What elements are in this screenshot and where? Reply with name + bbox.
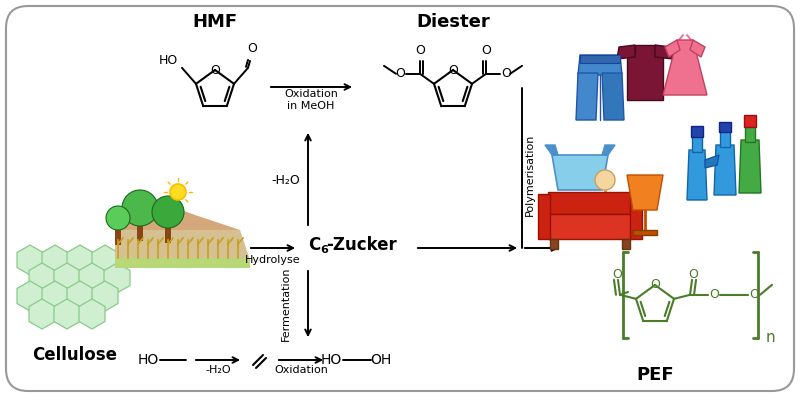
Text: O: O	[612, 268, 622, 281]
Polygon shape	[578, 55, 622, 75]
Polygon shape	[92, 281, 118, 311]
Polygon shape	[67, 281, 93, 311]
Bar	[692, 135, 702, 152]
FancyBboxPatch shape	[6, 6, 794, 391]
Text: O: O	[395, 67, 405, 80]
Bar	[719, 122, 731, 132]
Circle shape	[152, 196, 184, 228]
Polygon shape	[104, 263, 130, 293]
Text: Diester: Diester	[416, 13, 490, 31]
Polygon shape	[602, 145, 615, 155]
Circle shape	[106, 206, 130, 230]
Polygon shape	[576, 73, 598, 120]
Bar	[550, 239, 558, 249]
Polygon shape	[17, 245, 43, 275]
Text: OH: OH	[370, 353, 392, 367]
Polygon shape	[17, 281, 43, 311]
Polygon shape	[665, 40, 680, 57]
Text: Polymerisation: Polymerisation	[525, 134, 535, 216]
Bar	[630, 194, 642, 239]
Bar	[720, 130, 730, 147]
Text: Cellulose: Cellulose	[33, 346, 118, 364]
Polygon shape	[687, 150, 707, 200]
Polygon shape	[92, 245, 118, 275]
Text: -H₂O: -H₂O	[205, 365, 231, 375]
Bar	[580, 55, 620, 63]
Circle shape	[122, 190, 158, 226]
Polygon shape	[42, 245, 68, 275]
Bar	[745, 125, 755, 142]
Text: n: n	[766, 330, 776, 345]
Circle shape	[595, 170, 615, 190]
Polygon shape	[79, 299, 105, 329]
Polygon shape	[627, 175, 663, 210]
Text: O: O	[688, 268, 698, 281]
Polygon shape	[42, 281, 68, 311]
Polygon shape	[115, 200, 240, 230]
Polygon shape	[627, 45, 663, 100]
Polygon shape	[67, 245, 93, 275]
Text: Fermentation: Fermentation	[281, 267, 291, 341]
Polygon shape	[739, 140, 761, 193]
Bar	[538, 194, 550, 239]
Polygon shape	[115, 230, 121, 245]
Text: C: C	[308, 236, 320, 254]
Polygon shape	[137, 226, 143, 241]
Text: 6: 6	[320, 245, 328, 255]
Text: O: O	[210, 64, 220, 77]
Text: -Zucker: -Zucker	[326, 236, 397, 254]
Text: O: O	[448, 64, 458, 77]
Polygon shape	[690, 40, 705, 57]
Text: HO: HO	[320, 353, 342, 367]
Polygon shape	[705, 155, 719, 168]
Polygon shape	[29, 299, 55, 329]
Text: O: O	[709, 288, 719, 301]
Bar	[633, 230, 657, 235]
Polygon shape	[552, 155, 608, 190]
Circle shape	[170, 184, 186, 200]
Text: O: O	[650, 279, 660, 291]
Polygon shape	[29, 263, 55, 293]
Text: Oxidation: Oxidation	[274, 365, 328, 375]
Text: O: O	[749, 288, 759, 301]
Text: PEF: PEF	[636, 366, 674, 384]
Polygon shape	[115, 230, 250, 260]
Text: O: O	[247, 42, 257, 55]
Polygon shape	[115, 258, 250, 268]
Bar	[622, 239, 630, 249]
Polygon shape	[714, 145, 736, 195]
Bar	[691, 126, 703, 137]
Text: Oxidation
in MeOH: Oxidation in MeOH	[284, 89, 338, 111]
Bar	[548, 214, 632, 239]
Text: HMF: HMF	[193, 13, 238, 31]
Polygon shape	[663, 40, 707, 95]
Text: HO: HO	[138, 353, 158, 367]
Text: Hydrolyse: Hydrolyse	[245, 255, 301, 265]
Polygon shape	[655, 45, 673, 59]
Text: HO: HO	[158, 54, 178, 67]
Polygon shape	[79, 263, 105, 293]
Polygon shape	[545, 145, 558, 155]
Bar	[744, 115, 756, 127]
Polygon shape	[54, 263, 80, 293]
Text: O: O	[415, 44, 425, 57]
Polygon shape	[54, 299, 80, 329]
Text: -H₂O: -H₂O	[272, 173, 300, 187]
Polygon shape	[602, 73, 624, 120]
Bar	[548, 192, 632, 214]
Text: O: O	[481, 44, 491, 57]
Text: O: O	[501, 67, 511, 80]
Polygon shape	[617, 45, 635, 59]
Polygon shape	[165, 228, 171, 243]
